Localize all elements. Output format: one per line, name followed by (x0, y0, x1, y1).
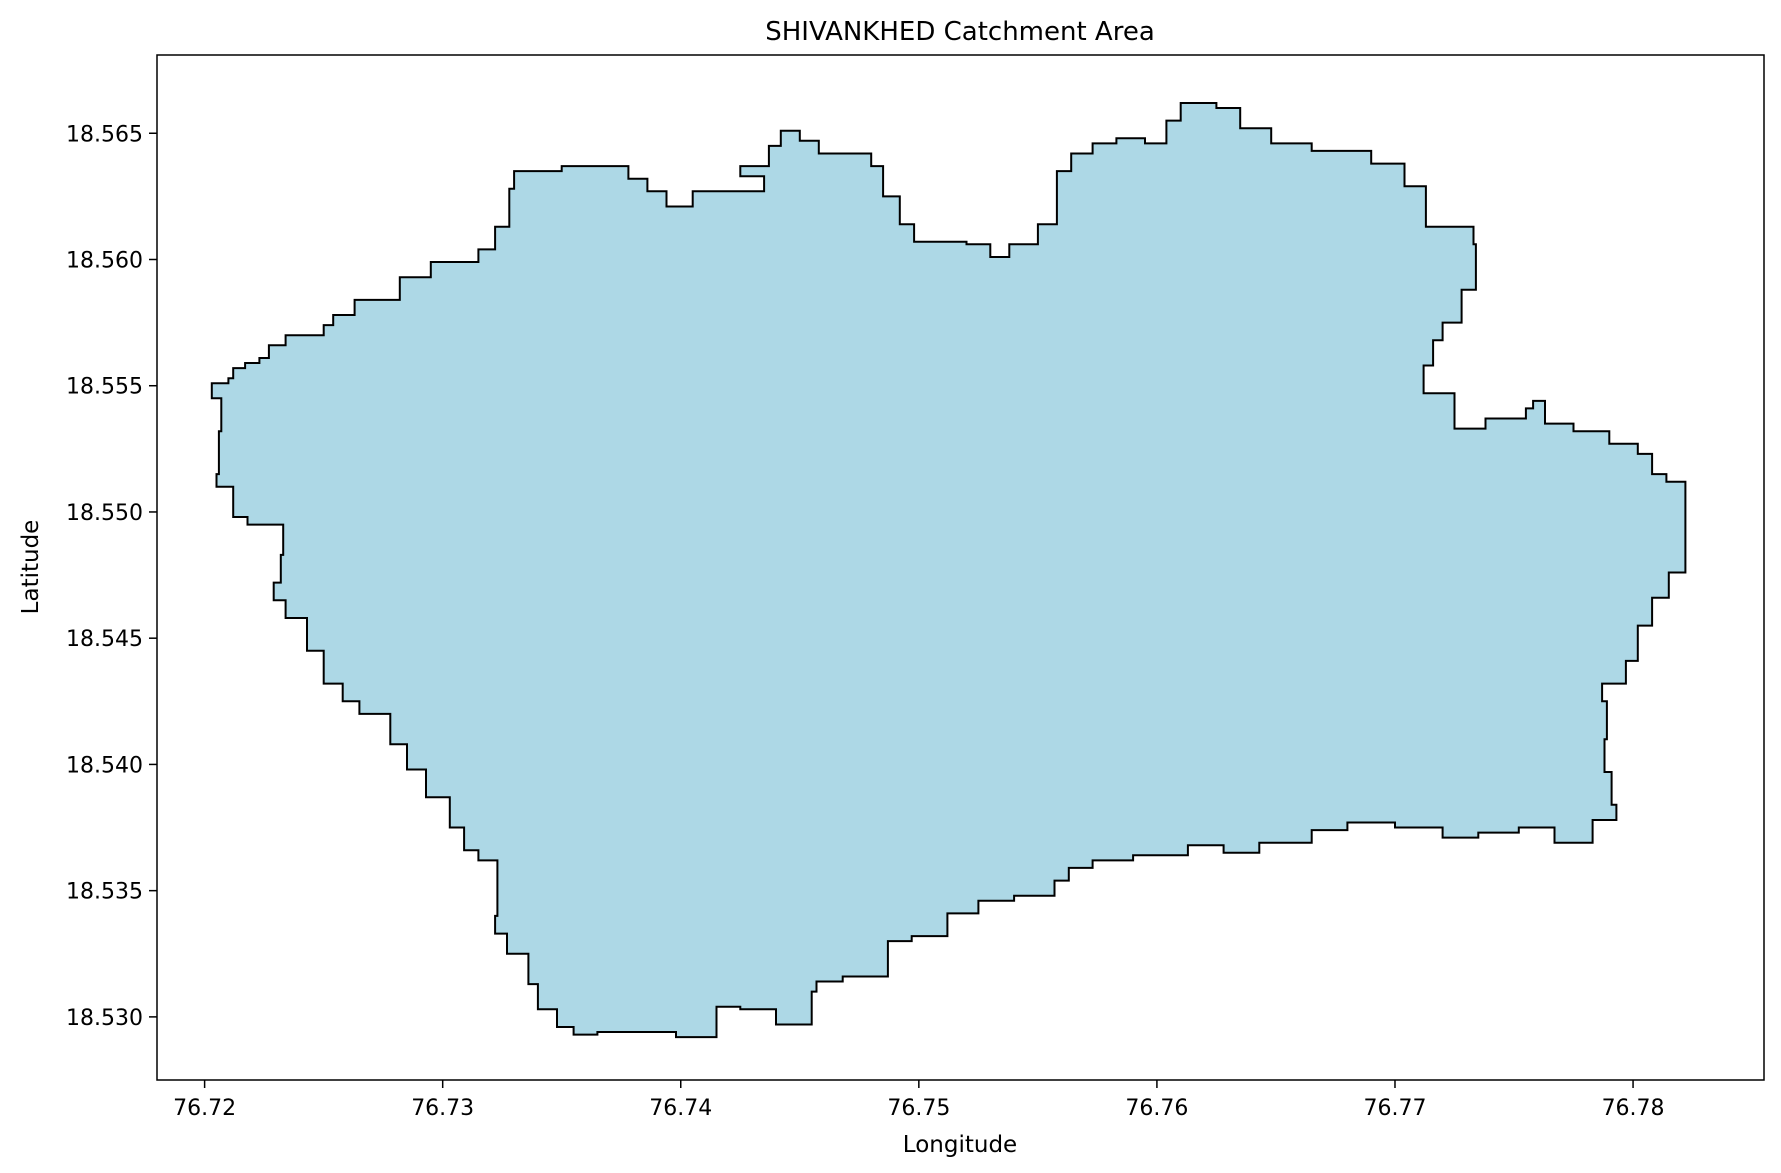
y-tick-label: 18.535 (66, 880, 143, 905)
x-tick-label: 76.72 (173, 1096, 236, 1121)
chart-title: SHIVANKHED Catchment Area (765, 17, 1155, 47)
y-tick-label: 18.560 (66, 248, 143, 273)
y-axis-label: Latitude (18, 520, 44, 615)
x-axis-label: Longitude (903, 1132, 1017, 1158)
catchment-polygon (210, 102, 1687, 1039)
y-tick-label: 18.550 (66, 501, 143, 526)
x-tick-label: 76.74 (649, 1096, 712, 1121)
x-axis-ticks: 76.72 76.73 76.74 76.75 76.76 76.77 76.78 (173, 1080, 1665, 1121)
x-tick-label: 76.73 (411, 1096, 474, 1121)
axes-frame (156, 54, 1765, 1081)
x-tick-label: 76.77 (1363, 1096, 1426, 1121)
y-tick-label: 18.555 (66, 375, 143, 400)
x-tick-label: 76.76 (1125, 1096, 1188, 1121)
x-tick-label: 76.75 (887, 1096, 950, 1121)
y-axis-ticks: 18.530 18.535 18.540 18.545 18.550 18.555 18.5… (66, 122, 157, 1031)
y-tick-label: 18.565 (66, 122, 143, 147)
x-tick-label: 76.78 (1602, 1096, 1665, 1121)
y-tick-label: 18.545 (66, 627, 143, 652)
y-tick-label: 18.540 (66, 753, 143, 778)
plot-area (156, 54, 1765, 1081)
y-tick-label: 18.530 (66, 1006, 143, 1031)
